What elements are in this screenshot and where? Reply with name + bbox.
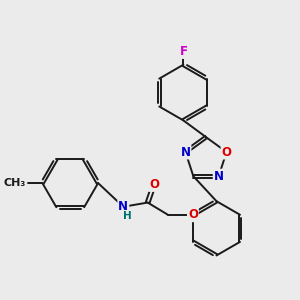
Text: O: O xyxy=(221,146,232,158)
Text: N: N xyxy=(214,170,224,183)
Text: O: O xyxy=(188,208,198,221)
Text: N: N xyxy=(118,200,128,213)
Text: N: N xyxy=(181,146,190,158)
Text: H: H xyxy=(123,212,132,221)
Text: O: O xyxy=(149,178,159,191)
Text: F: F xyxy=(179,45,188,58)
Text: CH₃: CH₃ xyxy=(4,178,26,188)
